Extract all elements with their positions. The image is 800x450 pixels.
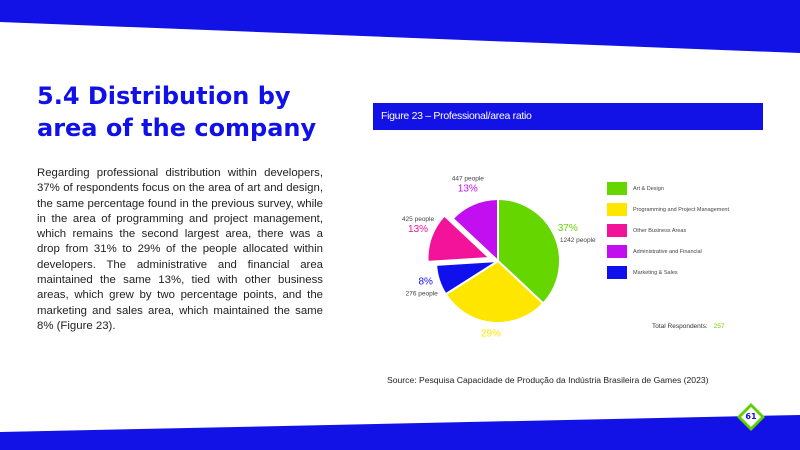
- legend-label: Administrative and Financial: [633, 248, 702, 255]
- slice-people-label: 276 people: [406, 290, 439, 297]
- slice-percent-label: 8%: [418, 276, 433, 287]
- legend-swatch: [607, 182, 627, 195]
- pie-slice: [451, 197, 499, 264]
- figure-title: Figure 23 – Professional/area ratio: [373, 103, 763, 130]
- section-title: 5.4 Distribution by area of the company: [37, 82, 317, 142]
- legend-label: Programming and Project Management: [633, 206, 729, 213]
- slice-people-label: 447 people: [452, 175, 485, 182]
- legend-item-administrative: Administrative and Financial: [607, 241, 729, 262]
- top-banner: [0, 0, 800, 53]
- pie-slice: [435, 260, 499, 296]
- pie-slice: [497, 197, 561, 305]
- slice-people-label: 425 people: [402, 216, 435, 223]
- legend-item-other-business: Other Business Areas: [607, 220, 729, 241]
- body-paragraph: Regarding professional distribution with…: [37, 167, 323, 332]
- total-label: Total Respondents:: [652, 323, 708, 330]
- legend-label: Art & Design: [633, 185, 664, 192]
- pie-slice: [444, 259, 545, 324]
- total-value: 257: [713, 323, 725, 330]
- page-badge-icon: [737, 403, 765, 431]
- total-respondents: Total Respondents: 257: [652, 323, 725, 330]
- legend-item-art-design: Art & Design: [607, 178, 729, 199]
- legend-item-marketing: Marketing & Sales: [607, 262, 729, 283]
- slice-percent-label: 37%: [558, 223, 578, 234]
- legend-swatch: [607, 266, 627, 279]
- legend-label: Other Business Areas: [633, 227, 687, 234]
- chart-legend: Art & Design Programming and Project Man…: [607, 178, 729, 283]
- page-number: 61: [745, 412, 757, 421]
- source-note: Source: Pesquisa Capacidade de Produção …: [387, 375, 709, 385]
- legend-swatch: [607, 203, 627, 216]
- pie-slice: [426, 214, 492, 263]
- bottom-banner: [0, 415, 800, 450]
- slice-percent-label: 29%: [481, 329, 501, 340]
- legend-label: Marketing & Sales: [633, 269, 678, 276]
- legend-swatch: [607, 224, 627, 237]
- slice-percent-label: 13%: [458, 183, 478, 194]
- slice-percent-label: 13%: [408, 224, 428, 235]
- slice-people-label: 1242 people: [560, 237, 596, 244]
- legend-swatch: [607, 245, 627, 258]
- legend-item-programming: Programming and Project Management: [607, 199, 729, 220]
